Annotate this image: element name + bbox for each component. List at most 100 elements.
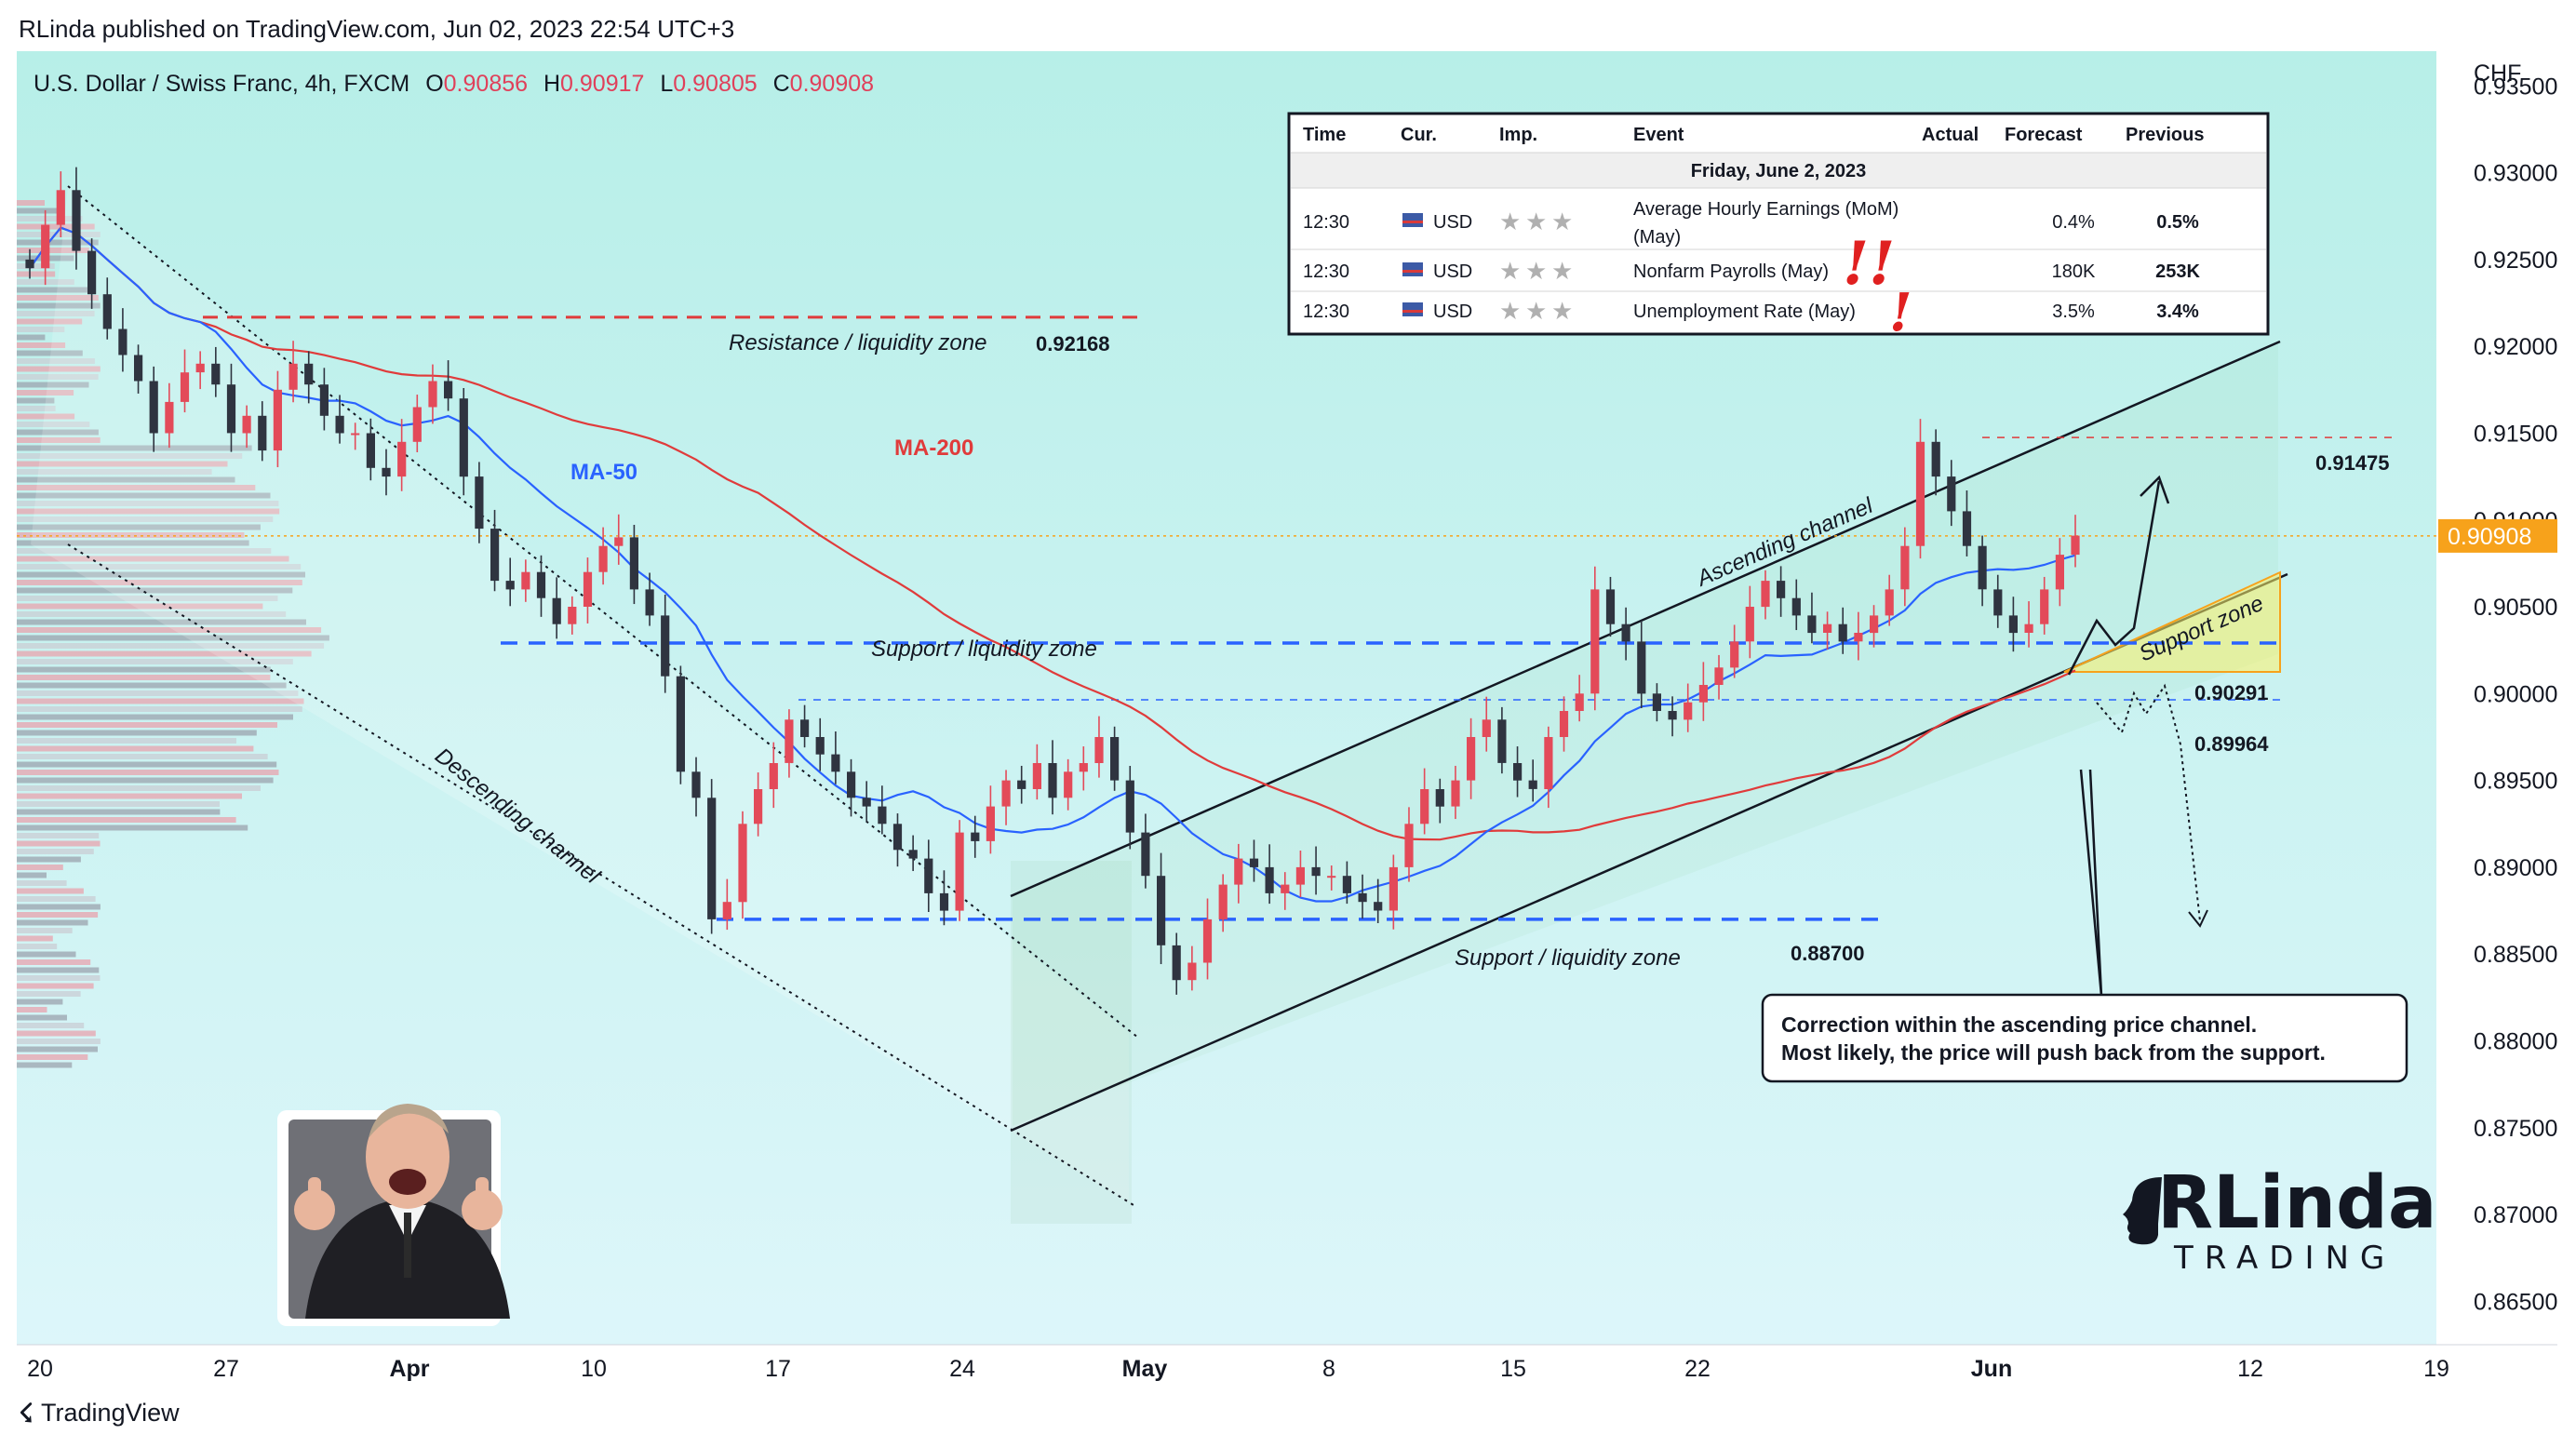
candle-body (397, 441, 407, 477)
volume-profile-bar (17, 271, 56, 277)
candle-body (1497, 719, 1507, 763)
candle-body (1745, 607, 1754, 642)
last-price-tag-text: 0.90908 (2448, 524, 2531, 550)
close-value: 0.90908 (790, 71, 874, 97)
tradingview-logo-icon: ☇ (19, 1399, 34, 1428)
volume-profile-bar (17, 730, 257, 736)
time-tick: Jun (1971, 1356, 2012, 1382)
candle-body (1125, 780, 1134, 833)
cal-row-cur: USD (1433, 261, 1472, 282)
candle-body (754, 789, 763, 825)
publish-header: RLinda published on TradingView.com, Jun… (19, 15, 735, 43)
star-icon: ★ (1551, 257, 1573, 285)
cal-header-actual: Actual (1922, 125, 1979, 145)
volume-profile-bar (17, 611, 287, 617)
volume-profile-bar (17, 492, 271, 499)
candle-body (1947, 476, 1956, 512)
time-tick: 22 (1684, 1356, 1711, 1382)
candle-body (1265, 866, 1274, 893)
candle-body (1467, 737, 1476, 781)
footer-brand[interactable]: ☇ TradingView (19, 1398, 180, 1428)
ascending-channel-fill (1013, 344, 2278, 1126)
volume-profile-bar (17, 761, 277, 768)
price-tick: 0.87000 (2474, 1202, 2557, 1228)
volume-profile-bar (17, 239, 99, 246)
chart-area[interactable]: Correction within the ascending price ch… (17, 51, 2557, 1382)
alert-mark-1: !! (1843, 229, 1895, 299)
candle-body (118, 328, 127, 355)
volume-profile-bar (17, 461, 228, 467)
candle-body (629, 537, 638, 590)
support-zone-fill (2063, 570, 2281, 673)
time-tick: 17 (765, 1356, 791, 1382)
candle-body (149, 381, 158, 434)
pullback-zone-fill (1011, 861, 1132, 1224)
candle-body (1559, 711, 1569, 737)
volume-profile-bar (17, 682, 287, 689)
volume-profile-bar (17, 524, 261, 530)
price-tick: 0.90500 (2474, 595, 2557, 621)
candle-body (1249, 858, 1259, 867)
price-chart[interactable]: Correction within the ascending price ch… (17, 51, 2557, 1382)
star-icon: ★ (1499, 257, 1521, 285)
star-icon: ★ (1499, 208, 1521, 235)
volume-profile-bar (17, 991, 81, 997)
candle-body (319, 384, 329, 416)
projection-arrowhead-down (2188, 909, 2208, 928)
candle-body (908, 850, 918, 859)
star-icon: ★ (1551, 208, 1573, 235)
candle-body (475, 476, 484, 530)
economic-calendar: Time Cur. Imp. Event Actual Forecast Pre… (1287, 112, 2270, 343)
volume-profile-bar (17, 919, 88, 926)
high-value-label: 0.91475 (2315, 451, 2390, 475)
us-flag-icon (1402, 213, 1423, 227)
volume-profile-bar (17, 635, 329, 641)
ma-200-line (29, 226, 2076, 841)
candle-body (1854, 633, 1863, 642)
candle-body (1730, 641, 1739, 668)
volume-profile-bar (17, 983, 94, 989)
candle-body (598, 545, 608, 572)
candle-body (568, 607, 577, 624)
candle-body (165, 401, 174, 434)
callout-line-2: Most likely, the price will push back fr… (1781, 1040, 2326, 1065)
volume-profile-bar (17, 817, 236, 823)
candle-body (1141, 832, 1150, 877)
candle-body (707, 798, 717, 919)
price-axis-bg (2436, 51, 2557, 1345)
candle-body (444, 381, 453, 399)
volume-profile-bar (17, 880, 67, 886)
volume-profile-bar (17, 596, 278, 601)
ma-50-label: MA-50 (570, 460, 637, 485)
candle-body (1281, 884, 1290, 893)
descending-channel-fill (31, 186, 1129, 1202)
rlinda-logo: RLinda TRADING (2123, 1161, 2437, 1277)
us-flag-stripe (1402, 221, 1423, 223)
volume-profile-bar (17, 390, 74, 396)
volume-profile-bar (17, 722, 277, 728)
volume-profile-bar (17, 508, 280, 515)
support-value-label: 0.90291 (2194, 681, 2269, 704)
price-tick: 0.92000 (2474, 334, 2557, 360)
candle-body (831, 754, 840, 772)
volume-profile-bar (17, 501, 279, 506)
us-flag-stripe (1402, 270, 1423, 273)
candle-body (1032, 763, 1041, 789)
candle-body (862, 798, 871, 807)
open-label: O (425, 71, 443, 97)
candle-body (180, 372, 190, 402)
candle-body (1791, 597, 1801, 616)
cal-row-forecast: 3.5% (2052, 302, 2095, 322)
price-tick: 0.88500 (2474, 942, 2557, 968)
logo-head-icon (2123, 1177, 2162, 1245)
cal-row-event-2: (May) (1633, 227, 1681, 248)
projection-path-up (2067, 480, 2161, 676)
currency-label: CHF (2474, 60, 2521, 87)
volume-profile-bar (17, 840, 101, 847)
support-zone-label-low: Support / liquidity zone (1455, 945, 1681, 971)
volume-profile-bar (17, 453, 243, 459)
projection-path-down (2096, 683, 2201, 922)
candle-body (521, 571, 530, 590)
candle-body (971, 832, 980, 841)
volume-profile-bar (17, 714, 293, 720)
